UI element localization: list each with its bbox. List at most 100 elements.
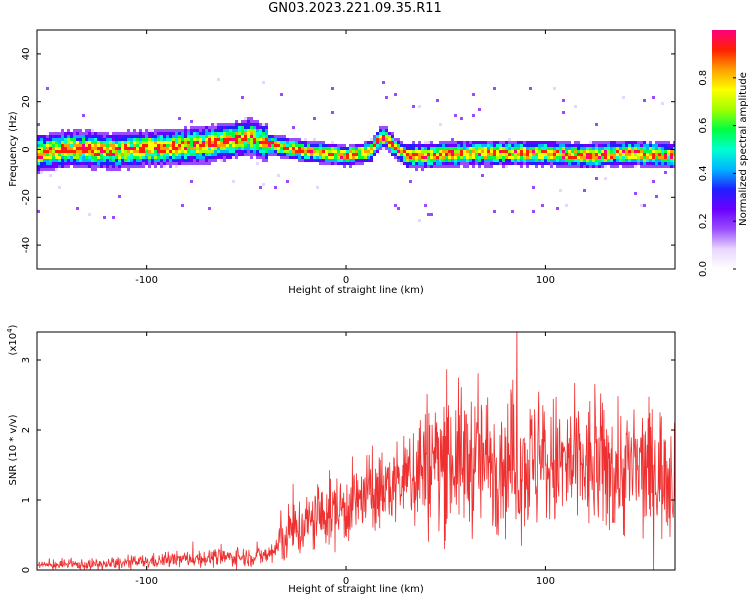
spectrogram-cell [223,144,226,147]
spectrogram-cell [61,129,64,132]
spectrogram-cell [118,153,121,156]
spectrogram-cell [565,141,568,144]
spectrogram-cell [70,162,73,165]
spectrogram-cell [187,141,190,144]
spectrogram-cell [79,165,82,168]
spectrogram-cell [178,129,181,132]
spectrogram-cell [646,141,649,144]
spectrogram-cell [415,147,418,150]
spectrogram-cell [229,144,232,147]
spectrogram-cell [100,153,103,156]
spectrogram-cell [628,144,631,147]
spectrogram-cell [172,135,175,138]
spectrogram-cell [322,150,325,153]
spectrogram-cell [358,159,361,162]
spectrogram-cell [37,168,40,171]
spectrogram-cell [124,141,127,144]
spectrogram-cell [130,144,133,147]
spectrogram-cell [241,96,244,99]
spectrogram-cell [586,156,589,159]
spectrogram-cell [397,150,400,153]
spectrogram-cell [307,156,310,159]
spectrogram-cell [424,141,427,144]
spectrogram-cell [520,162,523,165]
spectrogram-cell [190,180,193,183]
spectrogram-cell [214,123,217,126]
spectrogram-cell [442,144,445,147]
spectrogram-cell [349,150,352,153]
spectrogram-cell [424,162,427,165]
spectrogram-cell [487,165,490,168]
spectrogram-cell [235,150,238,153]
spectrogram-cell [397,144,400,147]
spectrogram-cell [43,147,46,150]
spectrogram-cell [424,204,427,207]
spectrogram-cell [49,165,52,168]
spectrogram-cell [256,147,259,150]
spectrogram-cell [310,159,313,162]
spectrogram-cell [310,141,313,144]
spectrogram-cell [274,144,277,147]
spectrogram-cell [271,141,274,144]
spectrogram-cell [610,156,613,159]
spectrogram-cell [280,153,283,156]
spectrogram-cell [142,156,145,159]
spectrogram-cell [181,141,184,144]
spectrogram-cell [667,159,670,162]
spectrogram-cell [298,150,301,153]
spectrogram-cell [547,147,550,150]
spectrogram-cell [64,141,67,144]
spectrogram-cell [340,144,343,147]
spectrogram-cell [451,165,454,168]
spectrogram-cell [367,144,370,147]
spectrogram-cell [631,165,634,168]
spectrogram-cell [535,147,538,150]
spectrogram-xtick-label: 0 [343,275,349,286]
spectrogram-cell [133,165,136,168]
spectrogram-cell [322,159,325,162]
spectrogram-cell [430,213,433,216]
spectrogram-cell [505,144,508,147]
spectrogram-xtick-label: 100 [536,275,555,286]
spectrogram-cell [604,162,607,165]
spectrogram-cell [586,165,589,168]
spectrogram-cell [181,144,184,147]
spectrogram-cell [37,141,40,144]
spectrogram-cell [250,117,253,120]
spectrogram-cell [400,150,403,153]
spectrogram-cell [112,132,115,135]
spectrogram-cell [286,144,289,147]
spectrogram-cell [394,147,397,150]
spectrogram-cell [112,153,115,156]
spectrogram-cell [640,162,643,165]
spectrogram-cell [475,147,478,150]
spectrogram-cell [103,216,106,219]
spectrogram-cell [46,87,49,90]
spectrogram-cell [466,141,469,144]
spectrogram-cell [598,150,601,153]
spectrogram-ytick-label: -20 [21,189,32,205]
spectrogram-cell [538,147,541,150]
spectrogram-cell [628,150,631,153]
spectrogram-cell [283,153,286,156]
spectrogram-cell [277,150,280,153]
spectrogram-cell [502,141,505,144]
spectrogram-cell [40,153,43,156]
spectrogram-cell [313,159,316,162]
spectrogram-cell [178,159,181,162]
spectrogram-cell [97,159,100,162]
spectrogram-cell [556,153,559,156]
spectrogram-cell [118,147,121,150]
spectrogram-cell [46,168,49,171]
spectrogram-cell [145,147,148,150]
spectrogram-cell [223,159,226,162]
spectrogram-cell [532,153,535,156]
spectrogram-cell [460,144,463,147]
spectrogram-cell [565,144,568,147]
spectrogram-cell [304,141,307,144]
spectrogram-cell [568,150,571,153]
spectrogram-cell [187,129,190,132]
spectrogram-cell [604,159,607,162]
spectrogram-cell [316,141,319,144]
spectrogram-cell [415,156,418,159]
